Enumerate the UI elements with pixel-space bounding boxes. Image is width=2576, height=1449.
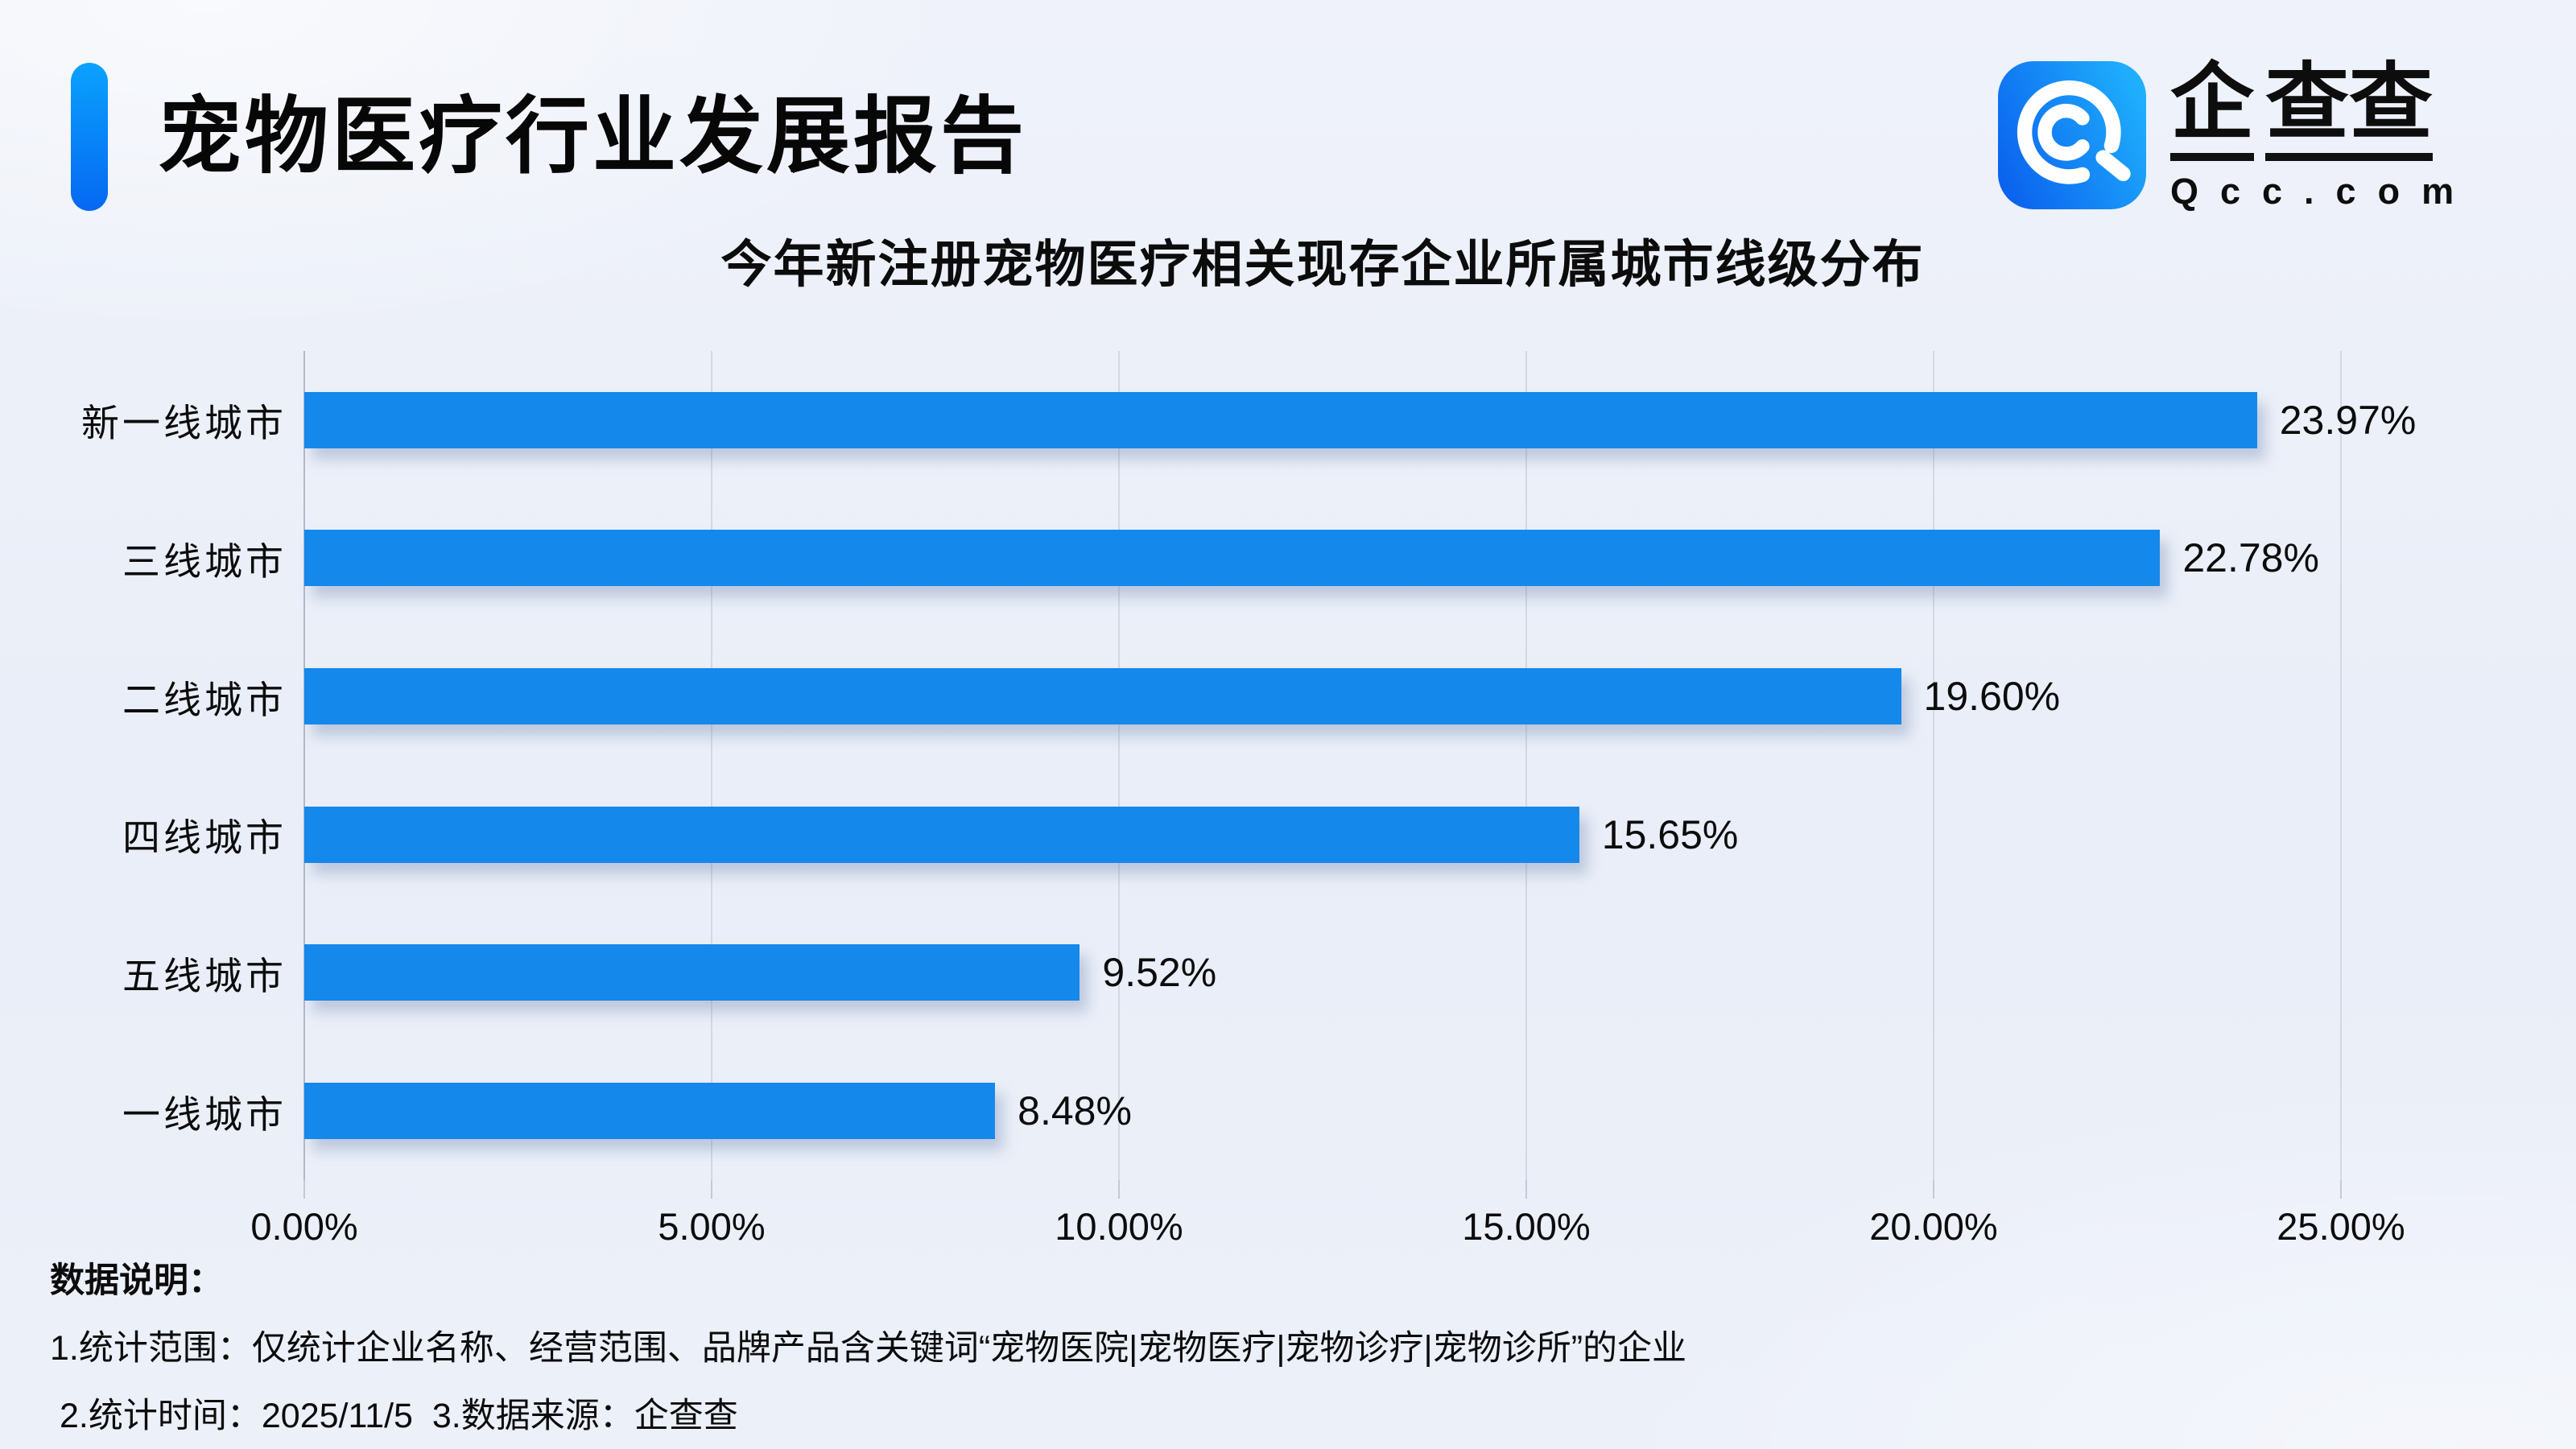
gridline: [1933, 351, 1934, 1180]
bar: [304, 806, 1579, 863]
bar-value-label: 22.78%: [2182, 535, 2319, 581]
axis-tick: [2340, 1180, 2342, 1199]
bar: [304, 391, 2257, 448]
bar-value-label: 9.52%: [1102, 950, 1217, 996]
notes-heading: 数据说明：: [50, 1261, 223, 1300]
bar-row: 22.78%: [304, 489, 2341, 628]
qcc-logo-text: 企查查 Qcc.com: [2170, 61, 2475, 213]
x-axis-labels: 0.00% 5.00% 10.00% 15.00% 20.00% 25.00%: [250, 1204, 2405, 1253]
logo-brand-first: 企: [2170, 61, 2255, 161]
plot-area: 23.97% 22.78% 19.60% 15.65% 9.52% 8.48%: [303, 351, 2416, 1199]
axis-tick: [711, 1180, 712, 1199]
bar: [304, 530, 2161, 587]
bar-row: 15.65%: [304, 766, 2341, 904]
bar-row: 19.60%: [304, 627, 2341, 766]
axis-tick: [303, 1180, 305, 1199]
chart-title: 今年新注册宠物医疗相关现存企业所属城市线级分布: [720, 237, 1925, 293]
bar-row: 9.52%: [304, 904, 2341, 1042]
gridline: [1525, 351, 1527, 1180]
note-line-2: 2.统计时间：2025/11/5 3.数据来源：企查查: [60, 1397, 738, 1435]
title-accent-bar: [71, 63, 108, 211]
x-tick-label: 15.00%: [1462, 1205, 1591, 1248]
note-line-1: 1.统计范围：仅统计企业名称、经营范围、品牌产品含关键词“宠物医院|宠物医疗|宠…: [50, 1329, 1687, 1368]
logo-brand-rest: 查查: [2265, 61, 2434, 161]
category-label: 二线城市: [122, 678, 287, 721]
gridline: [2340, 351, 2342, 1180]
logo-domain-text: Qcc.com: [2170, 171, 2476, 212]
gridline: [711, 351, 712, 1180]
axis-tick: [1118, 1180, 1120, 1199]
qcc-logo: 企查查 Qcc.com: [1998, 61, 2475, 213]
bar-value-label: 8.48%: [1018, 1088, 1132, 1134]
bar: [304, 944, 1080, 1001]
category-label: 四线城市: [122, 816, 287, 860]
category-label: 三线城市: [122, 540, 287, 583]
category-label: 五线城市: [122, 955, 287, 998]
bar: [304, 1083, 996, 1140]
y-axis-line: [303, 351, 305, 1180]
page-title: 宠物医疗行业发展报告: [158, 90, 1028, 184]
axis-tick: [1525, 1180, 1527, 1199]
axis-tick: [1933, 1180, 1934, 1199]
bar-value-label: 23.97%: [2279, 397, 2417, 443]
bar-value-label: 19.60%: [1923, 674, 2061, 720]
gridline: [1118, 351, 1120, 1180]
category-label: 新一线城市: [81, 402, 287, 445]
bar: [304, 668, 1901, 725]
x-tick-label: 25.00%: [2277, 1205, 2405, 1248]
bar-row: 8.48%: [304, 1042, 2341, 1180]
bar-value-label: 15.65%: [1601, 811, 1739, 857]
x-tick-label: 0.00%: [250, 1205, 358, 1248]
y-axis-labels: 新一线城市三线城市二线城市四线城市五线城市一线城市: [48, 351, 287, 1180]
logo-brand-text: 企查查: [2170, 61, 2475, 161]
x-tick-label: 20.00%: [1869, 1205, 1998, 1248]
category-label: 一线城市: [122, 1092, 287, 1136]
x-tick-label: 10.00%: [1055, 1205, 1183, 1248]
qcc-logo-icon: [1998, 61, 2146, 209]
bar-row: 23.97%: [304, 351, 2416, 489]
x-tick-label: 5.00%: [658, 1205, 766, 1248]
